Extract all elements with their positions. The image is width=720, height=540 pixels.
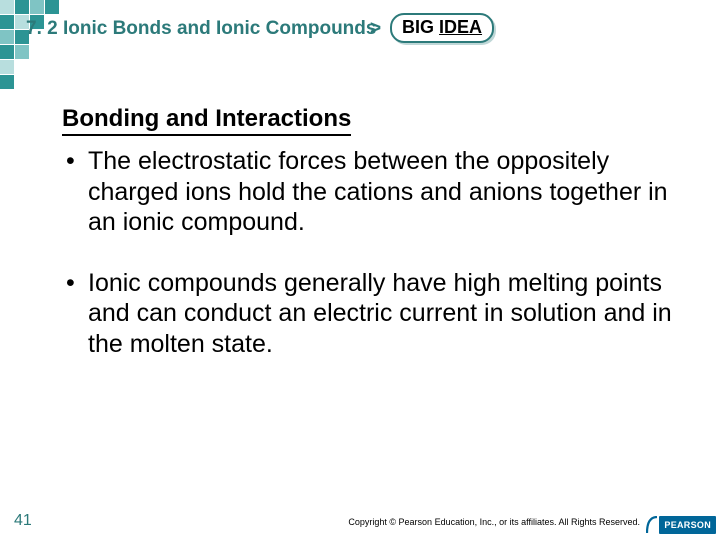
breadcrumb-chevron: >	[370, 18, 381, 40]
content-area: Bonding and Interactions The electrostat…	[62, 105, 690, 389]
corner-grid-decoration	[0, 0, 120, 95]
page-number: 41	[14, 512, 32, 530]
slide: 7. 2 Ionic Bonds and Ionic Compounds > B…	[0, 0, 720, 540]
grid-square	[15, 0, 29, 14]
big-idea-badge: BIG IDEA	[390, 13, 494, 43]
bullet-item: The electrostatic forces between the opp…	[84, 146, 690, 238]
grid-square	[0, 45, 14, 59]
copyright-text: Copyright © Pearson Education, Inc., or …	[348, 517, 640, 527]
grid-square	[45, 0, 59, 14]
grid-square	[0, 0, 14, 14]
grid-square	[15, 45, 29, 59]
bullet-item: Ionic compounds generally have high melt…	[84, 268, 690, 360]
grid-square	[0, 60, 14, 74]
grid-square	[0, 75, 14, 89]
publisher-logo: PEARSON	[646, 516, 716, 534]
badge-text-idea: IDEA	[439, 17, 482, 37]
header-bar: 7. 2 Ionic Bonds and Ionic Compounds > B…	[0, 18, 720, 46]
grid-square	[30, 0, 44, 14]
section-title: 7. 2 Ionic Bonds and Ionic Compounds	[26, 18, 376, 40]
badge-text-big: BIG	[402, 17, 434, 37]
publisher-name: PEARSON	[659, 516, 716, 534]
pearson-arc-icon	[646, 516, 658, 534]
subheading: Bonding and Interactions	[62, 105, 351, 136]
